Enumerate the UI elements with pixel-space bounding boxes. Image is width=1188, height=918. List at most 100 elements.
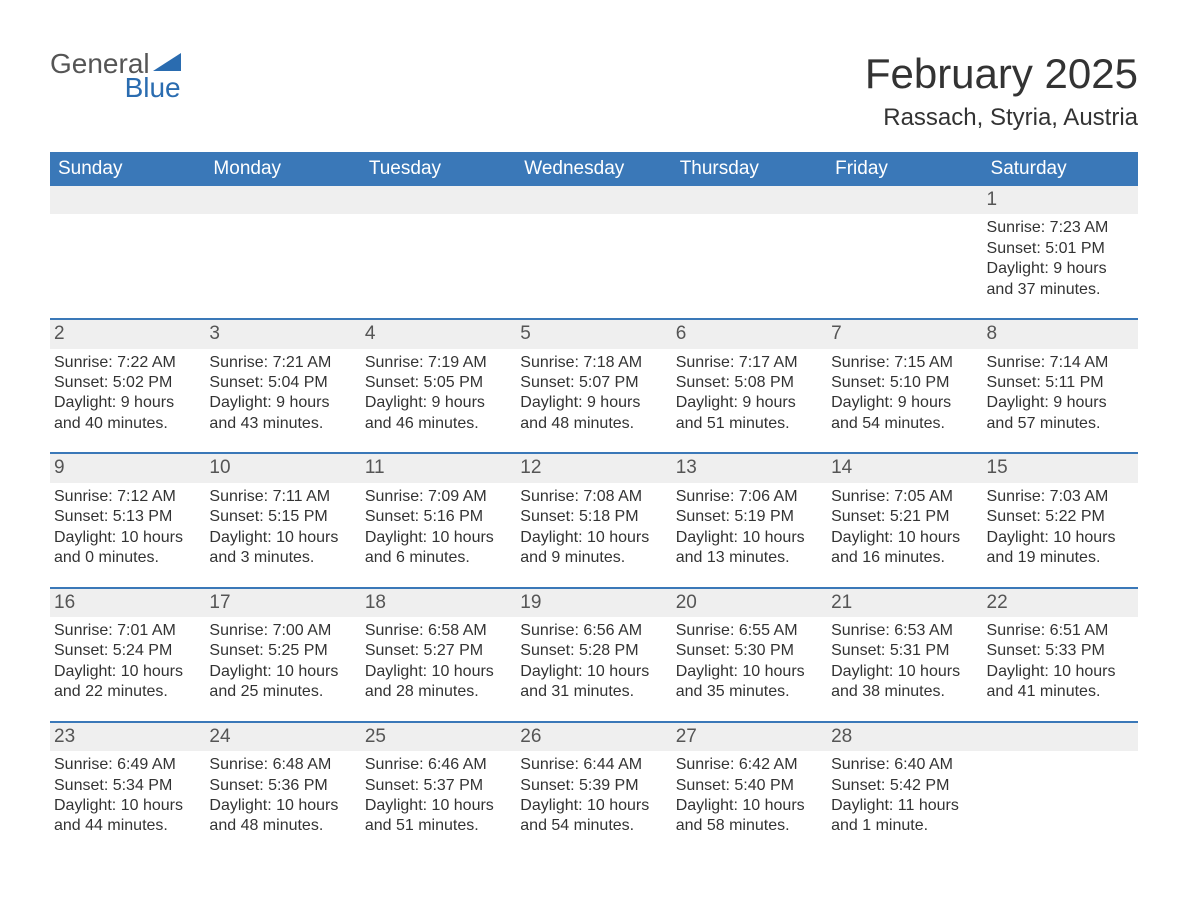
day-number: 22 — [983, 589, 1138, 617]
daylight-line: Daylight: 10 hours and 28 minutes. — [365, 662, 512, 703]
day-cell: 21Sunrise: 6:53 AMSunset: 5:31 PMDayligh… — [827, 589, 982, 721]
daylight-line: Daylight: 10 hours and 54 minutes. — [520, 796, 667, 837]
sunset-line: Sunset: 5:04 PM — [209, 373, 356, 393]
daynum-row: 19 — [516, 589, 671, 617]
day-number: 7 — [827, 320, 982, 348]
day-body: Sunrise: 6:40 AMSunset: 5:42 PMDaylight:… — [827, 751, 982, 837]
daylight-line: Daylight: 10 hours and 51 minutes. — [365, 796, 512, 837]
daynum-row — [516, 186, 671, 214]
sunset-line: Sunset: 5:39 PM — [520, 776, 667, 796]
sunset-line: Sunset: 5:21 PM — [831, 507, 978, 527]
daylight-line: Daylight: 10 hours and 22 minutes. — [54, 662, 201, 703]
daylight-line: Daylight: 10 hours and 9 minutes. — [520, 528, 667, 569]
daynum-row: 23 — [50, 723, 205, 751]
daylight-line: Daylight: 10 hours and 6 minutes. — [365, 528, 512, 569]
daylight-line: Daylight: 9 hours and 37 minutes. — [987, 259, 1134, 300]
day-body: Sunrise: 7:18 AMSunset: 5:07 PMDaylight:… — [516, 349, 671, 435]
sunrise-line: Sunrise: 6:44 AM — [520, 755, 667, 775]
month-title: February 2025 — [865, 50, 1138, 98]
daylight-line: Daylight: 10 hours and 13 minutes. — [676, 528, 823, 569]
daynum-row: 9 — [50, 454, 205, 482]
day-cell — [516, 186, 671, 318]
day-body: Sunrise: 7:19 AMSunset: 5:05 PMDaylight:… — [361, 349, 516, 435]
sunrise-line: Sunrise: 7:11 AM — [209, 487, 356, 507]
logo: General Blue — [50, 50, 181, 102]
day-cell — [50, 186, 205, 318]
sunset-line: Sunset: 5:25 PM — [209, 641, 356, 661]
day-cell: 6Sunrise: 7:17 AMSunset: 5:08 PMDaylight… — [672, 320, 827, 452]
daynum-row: 17 — [205, 589, 360, 617]
day-cell — [983, 723, 1138, 855]
day-cell: 5Sunrise: 7:18 AMSunset: 5:07 PMDaylight… — [516, 320, 671, 452]
day-header-monday: Monday — [205, 152, 360, 186]
sunset-line: Sunset: 5:33 PM — [987, 641, 1134, 661]
sunset-line: Sunset: 5:37 PM — [365, 776, 512, 796]
week-row: 9Sunrise: 7:12 AMSunset: 5:13 PMDaylight… — [50, 452, 1138, 586]
day-cell: 26Sunrise: 6:44 AMSunset: 5:39 PMDayligh… — [516, 723, 671, 855]
day-header-thursday: Thursday — [672, 152, 827, 186]
day-cell: 27Sunrise: 6:42 AMSunset: 5:40 PMDayligh… — [672, 723, 827, 855]
daynum-row: 22 — [983, 589, 1138, 617]
daynum-row: 5 — [516, 320, 671, 348]
daynum-row: 27 — [672, 723, 827, 751]
day-number: 5 — [516, 320, 671, 348]
day-cell: 3Sunrise: 7:21 AMSunset: 5:04 PMDaylight… — [205, 320, 360, 452]
day-cell: 19Sunrise: 6:56 AMSunset: 5:28 PMDayligh… — [516, 589, 671, 721]
day-number: 15 — [983, 454, 1138, 482]
daylight-line: Daylight: 10 hours and 58 minutes. — [676, 796, 823, 837]
daynum-row: 7 — [827, 320, 982, 348]
day-number: 20 — [672, 589, 827, 617]
day-number: 6 — [672, 320, 827, 348]
daynum-row: 21 — [827, 589, 982, 617]
day-cell: 25Sunrise: 6:46 AMSunset: 5:37 PMDayligh… — [361, 723, 516, 855]
day-body: Sunrise: 7:11 AMSunset: 5:15 PMDaylight:… — [205, 483, 360, 569]
day-number: 14 — [827, 454, 982, 482]
day-number: 27 — [672, 723, 827, 751]
day-body: Sunrise: 6:58 AMSunset: 5:27 PMDaylight:… — [361, 617, 516, 703]
daylight-line: Daylight: 9 hours and 57 minutes. — [987, 393, 1134, 434]
day-cell: 15Sunrise: 7:03 AMSunset: 5:22 PMDayligh… — [983, 454, 1138, 586]
sunset-line: Sunset: 5:18 PM — [520, 507, 667, 527]
day-number: 4 — [361, 320, 516, 348]
sunrise-line: Sunrise: 6:40 AM — [831, 755, 978, 775]
daynum-row: 6 — [672, 320, 827, 348]
day-body: Sunrise: 6:49 AMSunset: 5:34 PMDaylight:… — [50, 751, 205, 837]
day-cell: 22Sunrise: 6:51 AMSunset: 5:33 PMDayligh… — [983, 589, 1138, 721]
day-cell: 2Sunrise: 7:22 AMSunset: 5:02 PMDaylight… — [50, 320, 205, 452]
location: Rassach, Styria, Austria — [865, 104, 1138, 132]
sunrise-line: Sunrise: 6:58 AM — [365, 621, 512, 641]
day-cell: 8Sunrise: 7:14 AMSunset: 5:11 PMDaylight… — [983, 320, 1138, 452]
sunset-line: Sunset: 5:40 PM — [676, 776, 823, 796]
day-cell — [827, 186, 982, 318]
sunset-line: Sunset: 5:36 PM — [209, 776, 356, 796]
daynum-row: 16 — [50, 589, 205, 617]
sail-icon — [153, 53, 181, 71]
day-number: 2 — [50, 320, 205, 348]
daynum-row: 1 — [983, 186, 1138, 214]
daylight-line: Daylight: 9 hours and 46 minutes. — [365, 393, 512, 434]
day-body: Sunrise: 6:48 AMSunset: 5:36 PMDaylight:… — [205, 751, 360, 837]
day-number: 24 — [205, 723, 360, 751]
sunset-line: Sunset: 5:27 PM — [365, 641, 512, 661]
sunrise-line: Sunrise: 6:48 AM — [209, 755, 356, 775]
title-block: February 2025 Rassach, Styria, Austria — [865, 50, 1138, 132]
sunrise-line: Sunrise: 7:14 AM — [987, 353, 1134, 373]
sunrise-line: Sunrise: 7:01 AM — [54, 621, 201, 641]
sunrise-line: Sunrise: 7:15 AM — [831, 353, 978, 373]
day-cell — [205, 186, 360, 318]
daylight-line: Daylight: 10 hours and 38 minutes. — [831, 662, 978, 703]
sunrise-line: Sunrise: 6:56 AM — [520, 621, 667, 641]
daynum-row: 15 — [983, 454, 1138, 482]
sunrise-line: Sunrise: 7:03 AM — [987, 487, 1134, 507]
week-row: 16Sunrise: 7:01 AMSunset: 5:24 PMDayligh… — [50, 587, 1138, 721]
day-cell: 24Sunrise: 6:48 AMSunset: 5:36 PMDayligh… — [205, 723, 360, 855]
day-header-saturday: Saturday — [983, 152, 1138, 186]
day-cell: 14Sunrise: 7:05 AMSunset: 5:21 PMDayligh… — [827, 454, 982, 586]
sunset-line: Sunset: 5:24 PM — [54, 641, 201, 661]
sunset-line: Sunset: 5:01 PM — [987, 239, 1134, 259]
sunset-line: Sunset: 5:19 PM — [676, 507, 823, 527]
day-header-row: Sunday Monday Tuesday Wednesday Thursday… — [50, 152, 1138, 186]
day-cell: 9Sunrise: 7:12 AMSunset: 5:13 PMDaylight… — [50, 454, 205, 586]
week-row: 2Sunrise: 7:22 AMSunset: 5:02 PMDaylight… — [50, 318, 1138, 452]
day-cell: 17Sunrise: 7:00 AMSunset: 5:25 PMDayligh… — [205, 589, 360, 721]
